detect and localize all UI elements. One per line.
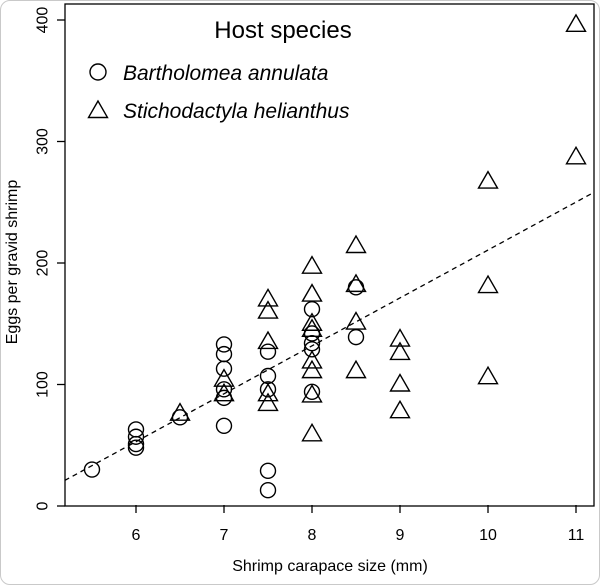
x-axis-title: Shrimp carapace size (mm)	[232, 558, 428, 575]
legend-triangle-icon	[87, 99, 109, 119]
data-point-triangle	[257, 392, 279, 412]
data-point-circle	[215, 336, 233, 353]
data-point-circle	[215, 360, 233, 377]
data-point-circle	[127, 439, 145, 456]
data-point-triangle	[389, 373, 411, 392]
data-point-triangle	[345, 234, 367, 254]
y-tick-label: 200	[35, 250, 52, 277]
data-point-triangle	[389, 399, 411, 419]
x-tick-label: 8	[308, 527, 317, 544]
data-points	[83, 13, 587, 499]
data-point-triangle	[257, 382, 279, 402]
data-point-triangle	[301, 318, 323, 338]
data-point-triangle	[565, 13, 587, 33]
data-point-triangle	[477, 365, 499, 385]
data-point-triangle	[257, 300, 279, 319]
legend-label-circle: Bartholomea annulata	[123, 62, 328, 85]
data-point-circle	[127, 435, 145, 453]
data-point-circle	[83, 461, 101, 478]
data-point-triangle	[213, 368, 235, 387]
y-tick-label: 300	[35, 128, 52, 155]
x-tick-label: 9	[396, 527, 405, 544]
data-point-triangle	[345, 273, 367, 293]
data-point-triangle	[301, 359, 323, 379]
legend-label-triangle: Stichodactyla helianthus	[123, 100, 350, 123]
data-point-triangle	[301, 422, 323, 442]
data-point-triangle	[389, 328, 411, 347]
data-point-triangle	[301, 312, 323, 331]
data-point-triangle	[257, 288, 279, 307]
data-point-triangle	[301, 255, 323, 274]
data-point-circle	[347, 328, 365, 346]
data-point-circle	[259, 381, 277, 398]
legend-title: Host species	[214, 17, 351, 44]
data-point-triangle	[477, 274, 499, 294]
data-point-triangle	[345, 311, 367, 330]
x-tick-label: 10	[479, 527, 497, 544]
legend-circle-icon	[89, 63, 107, 81]
data-point-triangle	[257, 330, 279, 350]
data-point-triangle	[213, 382, 235, 402]
regression-dashed-line	[64, 191, 594, 482]
data-point-circle	[215, 345, 233, 363]
x-tick-label: 6	[132, 527, 141, 544]
data-point-triangle	[389, 341, 411, 361]
data-point-circle	[303, 341, 321, 358]
data-point-triangle	[301, 283, 323, 302]
trend-line	[64, 191, 594, 482]
data-point-triangle	[345, 359, 367, 379]
data-point-triangle	[169, 402, 191, 421]
data-point-circle	[215, 417, 233, 435]
y-tick-label: 400	[35, 7, 52, 34]
data-point-circle	[127, 428, 145, 445]
data-point-triangle	[301, 384, 323, 403]
y-tick-label: 0	[35, 501, 52, 510]
plot-box	[64, 3, 595, 507]
y-tick-label: 100	[35, 371, 52, 398]
x-tick-label: 11	[568, 527, 585, 544]
y-axis-title: Eggs per gravid shrimp	[4, 180, 21, 345]
axis-ticks: 6 7 8 9 10 11 0 100 200 300 400	[35, 7, 585, 544]
data-point-triangle	[477, 170, 499, 189]
data-point-circle	[215, 381, 233, 398]
data-point-circle	[259, 343, 277, 360]
data-point-triangle	[565, 145, 587, 165]
data-point-circle	[259, 482, 277, 499]
data-point-circle	[347, 279, 365, 296]
data-point-triangle	[301, 350, 323, 369]
x-tick-label: 7	[220, 527, 229, 544]
data-point-circle	[259, 462, 277, 479]
